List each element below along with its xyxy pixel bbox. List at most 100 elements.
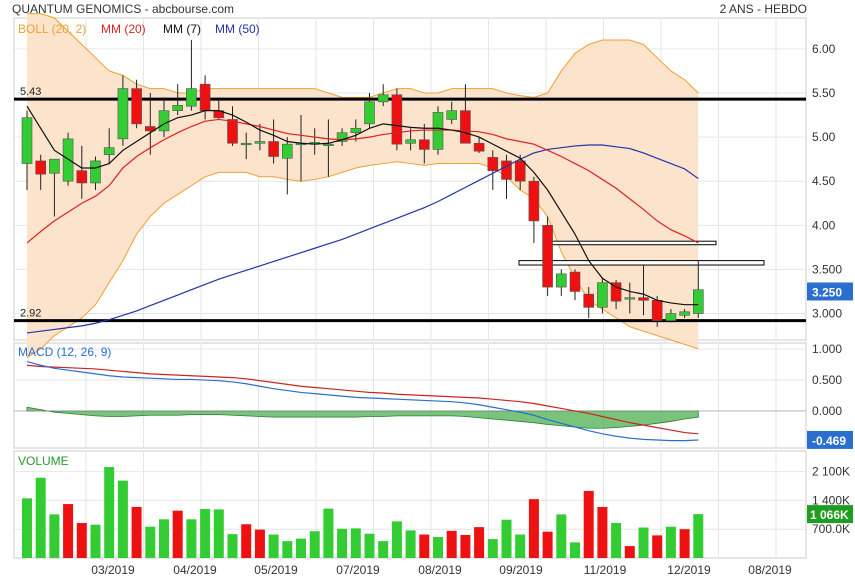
candle-body: [473, 142, 485, 152]
volume-bar: [186, 519, 197, 558]
volume-bar: [679, 529, 690, 558]
volume-tick-label: 700.0K: [812, 522, 850, 536]
candle-body: [377, 94, 389, 103]
price-tick-label: 5.00: [812, 130, 836, 144]
volume-bar: [378, 541, 389, 558]
candle-body: [638, 297, 649, 301]
volume-bar: [323, 508, 334, 558]
macd-last-value: -0.469: [812, 434, 846, 448]
candle-body: [131, 88, 142, 125]
candle-body: [323, 143, 334, 146]
volume-bar: [405, 530, 416, 558]
volume-bar: [460, 534, 471, 558]
volume-bar: [446, 530, 457, 558]
macd-tick-label: 0.500: [812, 373, 842, 387]
candle-body: [679, 311, 690, 316]
candle-body: [528, 180, 540, 222]
volume-bar: [131, 506, 142, 558]
price-tick-label: 4.00: [812, 218, 836, 232]
volume-bar: [542, 531, 553, 558]
volume-bar: [624, 546, 635, 558]
candle-body: [62, 138, 74, 182]
volume-bar: [638, 527, 649, 558]
volume-bar: [597, 506, 608, 558]
x-axis-date-label: 04/2019: [173, 563, 217, 577]
macd-histogram-area: [26, 406, 699, 429]
volume-bar: [433, 537, 443, 558]
candle-body: [172, 105, 183, 111]
volume-bar: [90, 524, 101, 558]
volume-legend: VOLUME: [18, 454, 69, 468]
volume-bar: [693, 514, 704, 558]
x-axis-date-label: 12/2019: [667, 563, 711, 577]
price-tick-label: 3.500: [812, 262, 842, 276]
volume-bar: [49, 514, 60, 558]
candle-body: [651, 300, 663, 321]
volume-bar: [213, 509, 224, 558]
volume-tick-label: 1 400K: [812, 493, 850, 507]
candle-body: [227, 119, 238, 144]
volume-last-value: 1 066K: [810, 508, 849, 522]
candle-body: [117, 88, 129, 140]
volume-bar: [241, 524, 252, 558]
volume-bar: [172, 510, 183, 558]
x-axis-date-label: 07/2019: [336, 563, 380, 577]
price-zone-box: [518, 260, 765, 266]
candle-body: [199, 83, 211, 111]
candle-body: [665, 313, 677, 321]
macd-line: [26, 360, 699, 442]
volume-bar: [104, 467, 115, 558]
macd-last-badge: [807, 430, 853, 449]
candle-body: [90, 160, 101, 184]
candle-body: [514, 160, 526, 182]
volume-bar: [501, 519, 512, 558]
macd-signal-line: [26, 364, 699, 435]
chart-title: QUANTUM GENOMICS - abcbourse.com: [12, 2, 235, 16]
macd-tick-label: 1.000: [812, 342, 842, 356]
x-axis-date-label: 08/2019: [748, 563, 792, 577]
volume-bar: [556, 514, 567, 558]
period-label: 2 ANS - HEBDO: [719, 2, 807, 16]
candle-body: [555, 273, 567, 288]
volume-bar: [282, 541, 293, 558]
candle-body: [76, 170, 88, 184]
candle-body: [35, 160, 47, 175]
candle-body: [583, 293, 595, 308]
price-legend-item: MM (7): [163, 22, 201, 36]
volume-bar: [515, 534, 526, 558]
volume-bar: [364, 533, 375, 558]
level-label: 5.43: [20, 86, 41, 98]
candle-body: [418, 139, 430, 150]
candle-body: [542, 225, 553, 288]
candle-body: [391, 94, 403, 145]
candle-body: [446, 110, 458, 120]
candle-body: [21, 117, 33, 164]
mm20-line: [26, 118, 699, 244]
price-legend-item: MM (50): [215, 22, 260, 36]
price-zone-box: [550, 240, 717, 246]
x-axis-date-label: 05/2019: [254, 563, 298, 577]
level-label: 2.92: [20, 308, 41, 320]
candle-body: [103, 147, 115, 156]
x-axis-date-label: 11/2019: [584, 563, 627, 577]
price-tick-label: 4.50: [812, 174, 836, 188]
volume-bar: [419, 534, 430, 558]
candle-body: [268, 141, 279, 157]
candle-body: [405, 139, 416, 144]
x-axis-date-label: 03/2019: [91, 563, 135, 577]
volume-tick-label: 2 100K: [812, 465, 850, 479]
volume-bar: [652, 535, 663, 558]
candle-body: [336, 132, 348, 142]
volume-bar: [145, 526, 156, 558]
volume-bar: [350, 528, 361, 558]
x-axis-date-label: 08/2019: [418, 563, 462, 577]
candle-body: [624, 297, 636, 300]
volume-bar: [22, 498, 32, 558]
volume-bar: [200, 509, 211, 558]
volume-bar: [611, 523, 622, 558]
volume-bar: [63, 504, 74, 558]
candle-body: [432, 112, 444, 150]
candle-body: [501, 160, 512, 180]
x-axis-date-label: 09/2019: [499, 563, 543, 577]
